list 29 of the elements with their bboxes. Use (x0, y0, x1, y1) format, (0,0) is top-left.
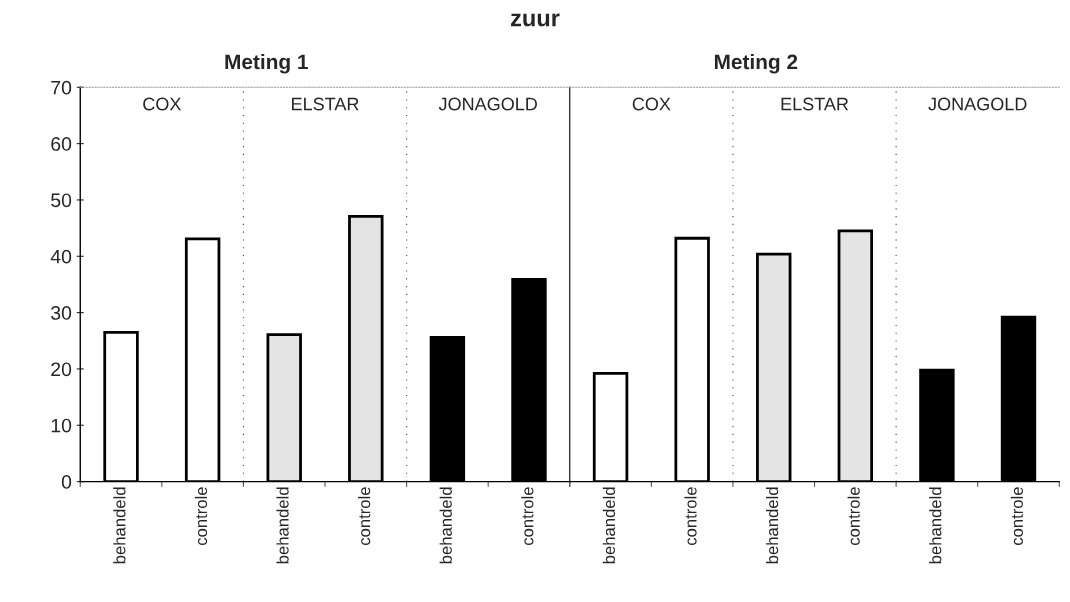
x-tick-label: controle (521, 487, 534, 546)
y-tick-label: 20 (51, 362, 72, 377)
annotation: JONAGOLD (928, 97, 1027, 111)
annotation: COX (632, 97, 671, 111)
y-tick-label: 60 (51, 137, 72, 151)
y-tick-label: 50 (51, 193, 72, 208)
annotation: JONAGOLD (438, 97, 537, 111)
x-tick-label: controle (1010, 487, 1023, 546)
chart-title: zuur (511, 13, 560, 27)
y-tick-label: 10 (51, 418, 72, 433)
y-tick-label: 70 (51, 80, 72, 95)
x-tick-label: controle (684, 487, 697, 546)
x-tick-label: behandeld (439, 487, 452, 564)
x-tick-label: behandeld (113, 487, 126, 564)
y-tick-label: 30 (51, 306, 72, 320)
annotation: ELSTAR (292, 97, 359, 111)
x-tick-label: controle (847, 487, 860, 546)
x-tick-label: behandeld (929, 487, 942, 564)
chart-subtitle: Meting 1 (225, 53, 308, 74)
y-tick-label: 0 (61, 475, 72, 489)
x-tick-label: behandeld (602, 487, 616, 564)
x-tick-label: behandeld (276, 487, 289, 564)
x-tick-label: behandeld (765, 487, 779, 564)
annotation: ELSTAR (781, 97, 849, 111)
y-tick-label: 40 (50, 249, 72, 264)
x-tick-label: controle (194, 487, 208, 546)
x-tick-label: controle (358, 487, 371, 546)
annotation: COX (143, 97, 182, 111)
chart-subtitle: Meting 2 (714, 53, 798, 74)
